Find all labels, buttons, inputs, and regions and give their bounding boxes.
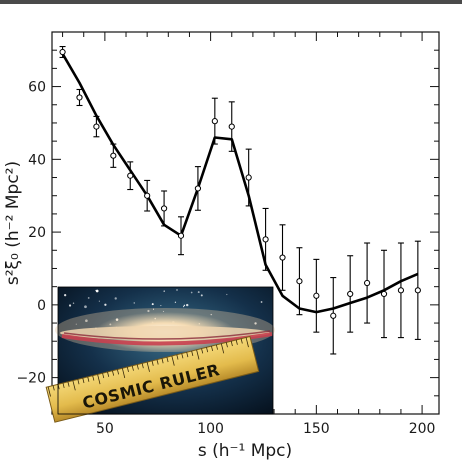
data-point: [194, 185, 202, 192]
y-tick-label: 20: [28, 225, 46, 241]
model-line: [61, 53, 419, 314]
data-point: [127, 172, 134, 179]
y-tick-label: 60: [28, 80, 46, 96]
data-point: [414, 287, 421, 294]
data-point: [296, 278, 303, 285]
x-tick-label: 200: [409, 421, 436, 437]
x-axis-label: s (h⁻¹ Mpc): [198, 441, 292, 461]
ruler-body: [45, 335, 260, 423]
data-point: [347, 290, 354, 298]
sombrero-galaxy-with-ruler-image: COSMIC RULER: [45, 286, 275, 423]
top-border-strip: [0, 0, 462, 4]
y-tick-label: −20: [16, 371, 46, 387]
data-point: [144, 192, 151, 199]
data-point: [228, 123, 235, 130]
y-axis-ticks: −20 0 20 40 60: [16, 31, 439, 415]
data-point: [211, 118, 218, 125]
data-point: [279, 254, 286, 261]
data-point: [59, 48, 66, 56]
data-point: [76, 94, 83, 101]
data-point: [330, 312, 337, 319]
x-tick-label: 150: [303, 421, 330, 437]
data-point: [160, 205, 168, 212]
y-axis-label: s²ξ₀ (h⁻² Mpc²): [3, 161, 23, 285]
y-tick-label: 40: [28, 152, 46, 168]
data-point: [262, 236, 269, 243]
data-point: [363, 279, 371, 287]
data-points: [59, 48, 421, 319]
data-point: [313, 292, 320, 299]
y-tick-label: 0: [37, 298, 46, 314]
data-point: [110, 152, 117, 159]
data-point: [397, 287, 405, 294]
data-point: [93, 123, 100, 130]
data-point: [245, 174, 252, 181]
x-tick-label: 50: [96, 421, 114, 437]
x-tick-label: 100: [197, 421, 224, 437]
data-point: [380, 290, 388, 298]
data-point: [177, 232, 185, 239]
